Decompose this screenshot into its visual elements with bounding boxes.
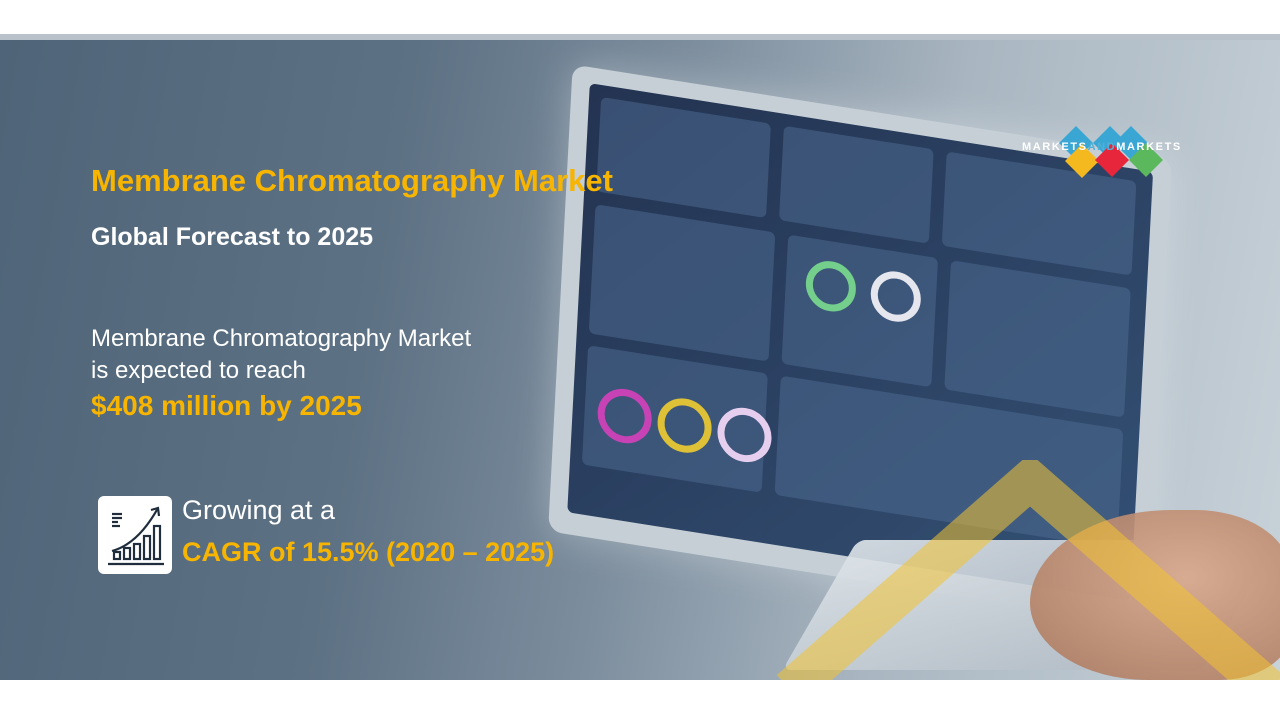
marketsandmarkets-logo <box>1059 126 1163 178</box>
logo-wordmark: MARKETSANDMARKETS <box>1022 141 1182 153</box>
description-line-1: Membrane Chromatography Market <box>91 325 472 352</box>
page-subtitle: Global Forecast to 2025 <box>91 223 374 251</box>
growth-chart-icon <box>98 496 172 574</box>
description-line-2: is expected to reach <box>91 357 306 384</box>
banner-background: MARKETSANDMARKETS <box>0 40 1280 680</box>
page-title: Membrane Chromatography Market <box>91 163 613 198</box>
cagr-value: CAGR of 15.5% (2020 – 2025) <box>182 537 555 567</box>
decorative-triangle <box>776 460 1280 680</box>
growth-label: Growing at a <box>182 495 336 525</box>
market-value: $408 million by 2025 <box>91 390 362 421</box>
top-divider <box>0 34 1280 40</box>
